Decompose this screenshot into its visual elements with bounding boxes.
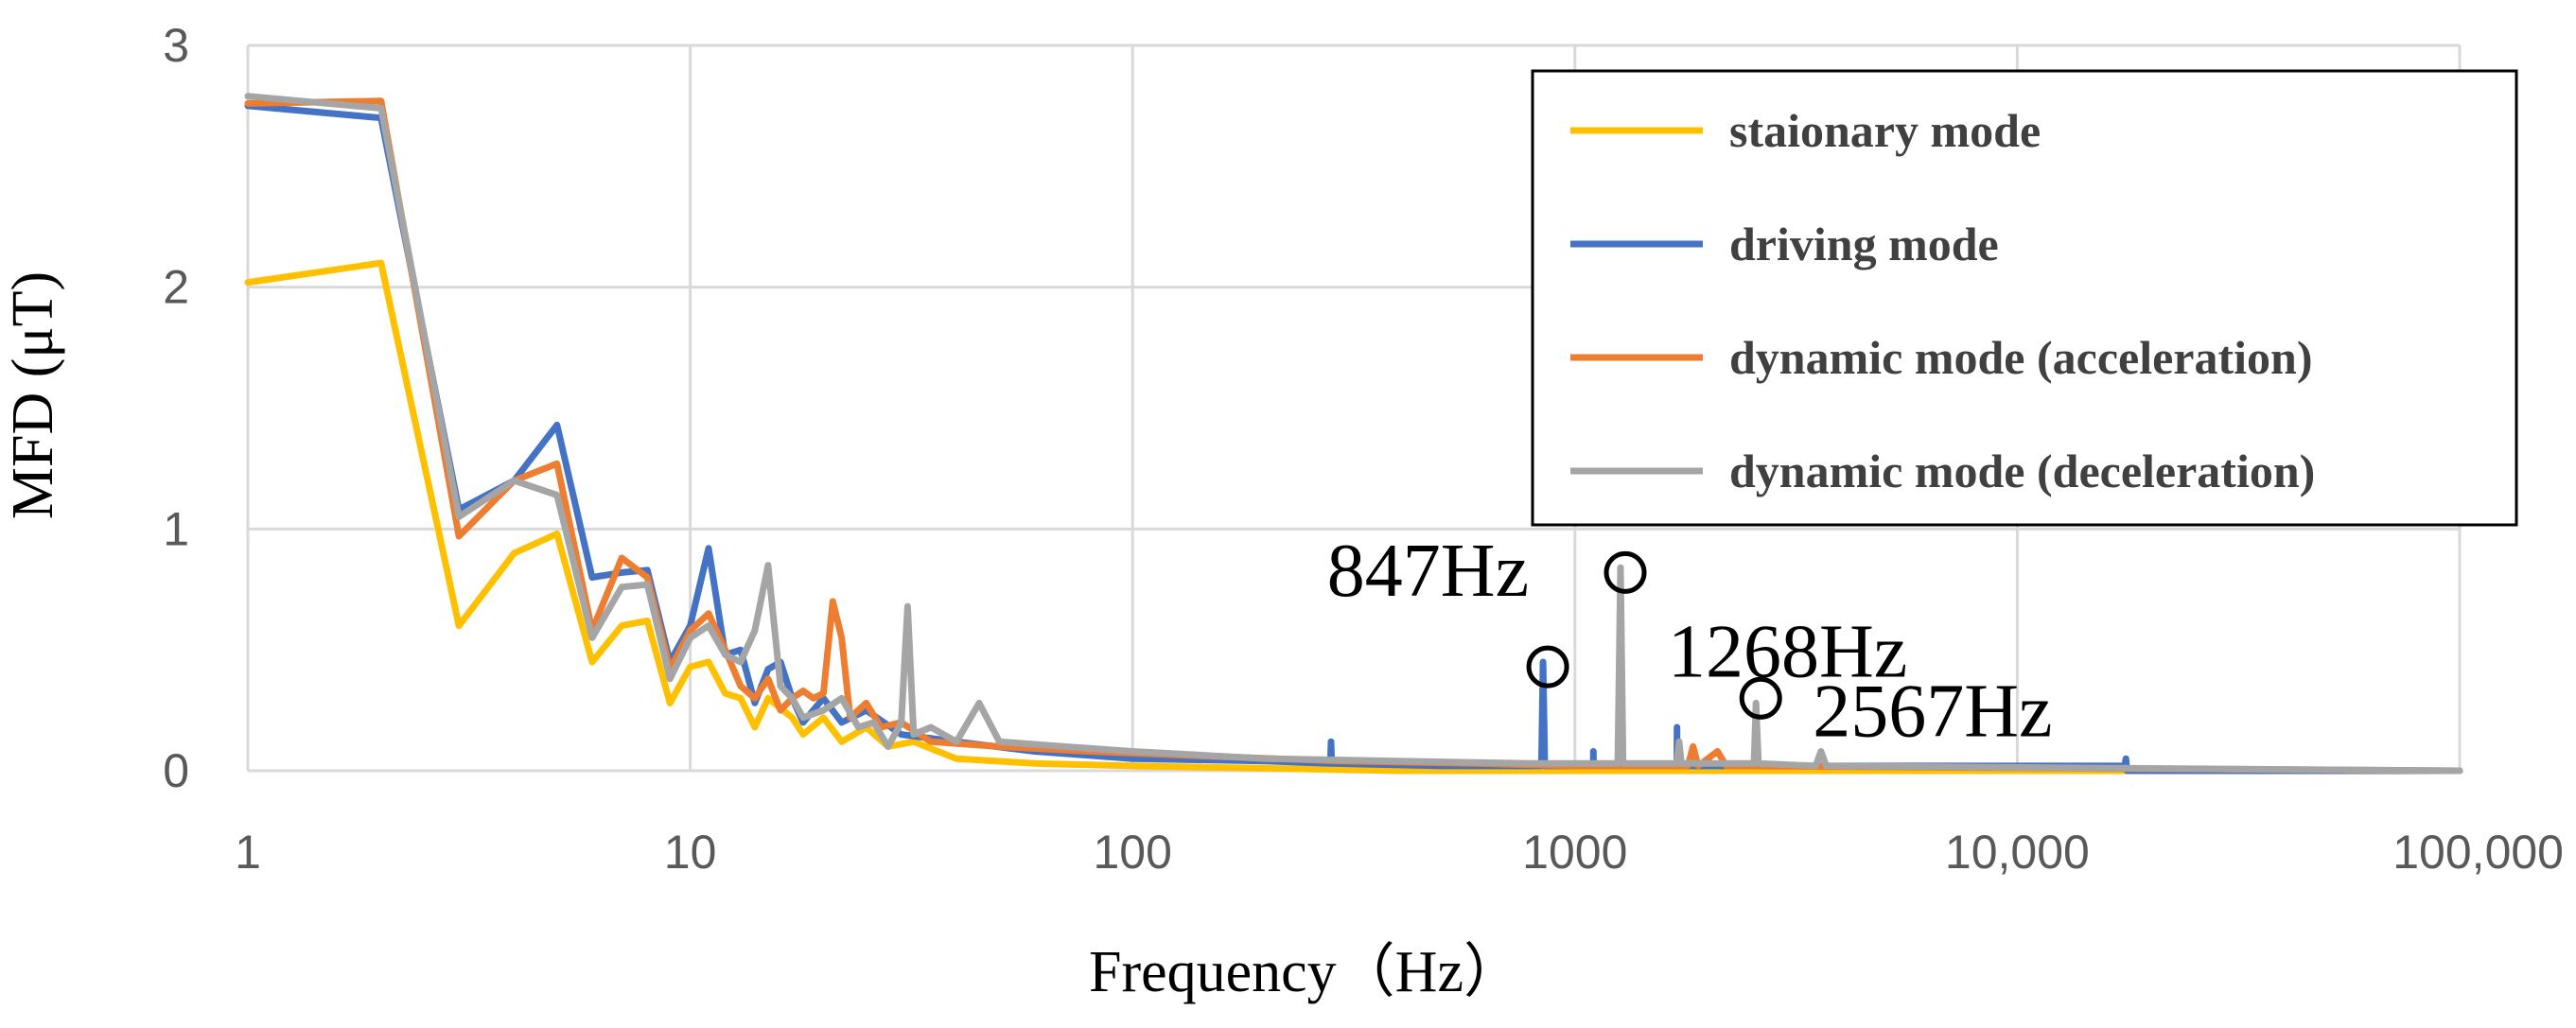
- y-tick-label: 2: [163, 261, 189, 314]
- x-tick-label: 100,000: [2392, 826, 2564, 879]
- x-tick-label: 1000: [1522, 826, 1627, 879]
- series-line-1: [244, 259, 2463, 775]
- legend-label: dynamic mode (deceleration): [1729, 444, 2315, 497]
- y-tick-label: 1: [163, 502, 189, 555]
- annotation-label: 2567Hz: [1813, 670, 2052, 753]
- annotation-label: 1268Hz: [1668, 610, 1907, 693]
- legend-box: [1531, 69, 2518, 527]
- legend-label: dynamic mode (acceleration): [1729, 331, 2313, 384]
- series-line-4: [244, 93, 2463, 775]
- legend-items: staionary mode driving mode dynamic mode (…: [1570, 104, 2315, 497]
- annotation-marker: [1526, 645, 1569, 688]
- y-tick-label: 3: [163, 19, 189, 72]
- x-tick-label: 100: [1093, 826, 1171, 879]
- y-tick-label: 0: [163, 744, 189, 797]
- annotation-label: 847Hz: [1327, 530, 1529, 613]
- series-lines: [244, 93, 2463, 775]
- y-axis-title: MFD (μT): [1, 271, 65, 519]
- x-tick-label: 1: [235, 826, 261, 879]
- annotation-marker: [1603, 550, 1647, 594]
- x-tick-label: 10: [664, 826, 717, 879]
- annotation-marker: [1739, 676, 1782, 720]
- x-tick-label: 10,000: [1945, 826, 2090, 879]
- legend-label: driving mode: [1729, 218, 1999, 270]
- x-axis-title: Frequency（Hz）: [1089, 940, 1522, 1004]
- legend-label: staionary mode: [1729, 104, 2041, 157]
- legend: staionary mode driving mode dynamic mode (…: [1531, 69, 2518, 527]
